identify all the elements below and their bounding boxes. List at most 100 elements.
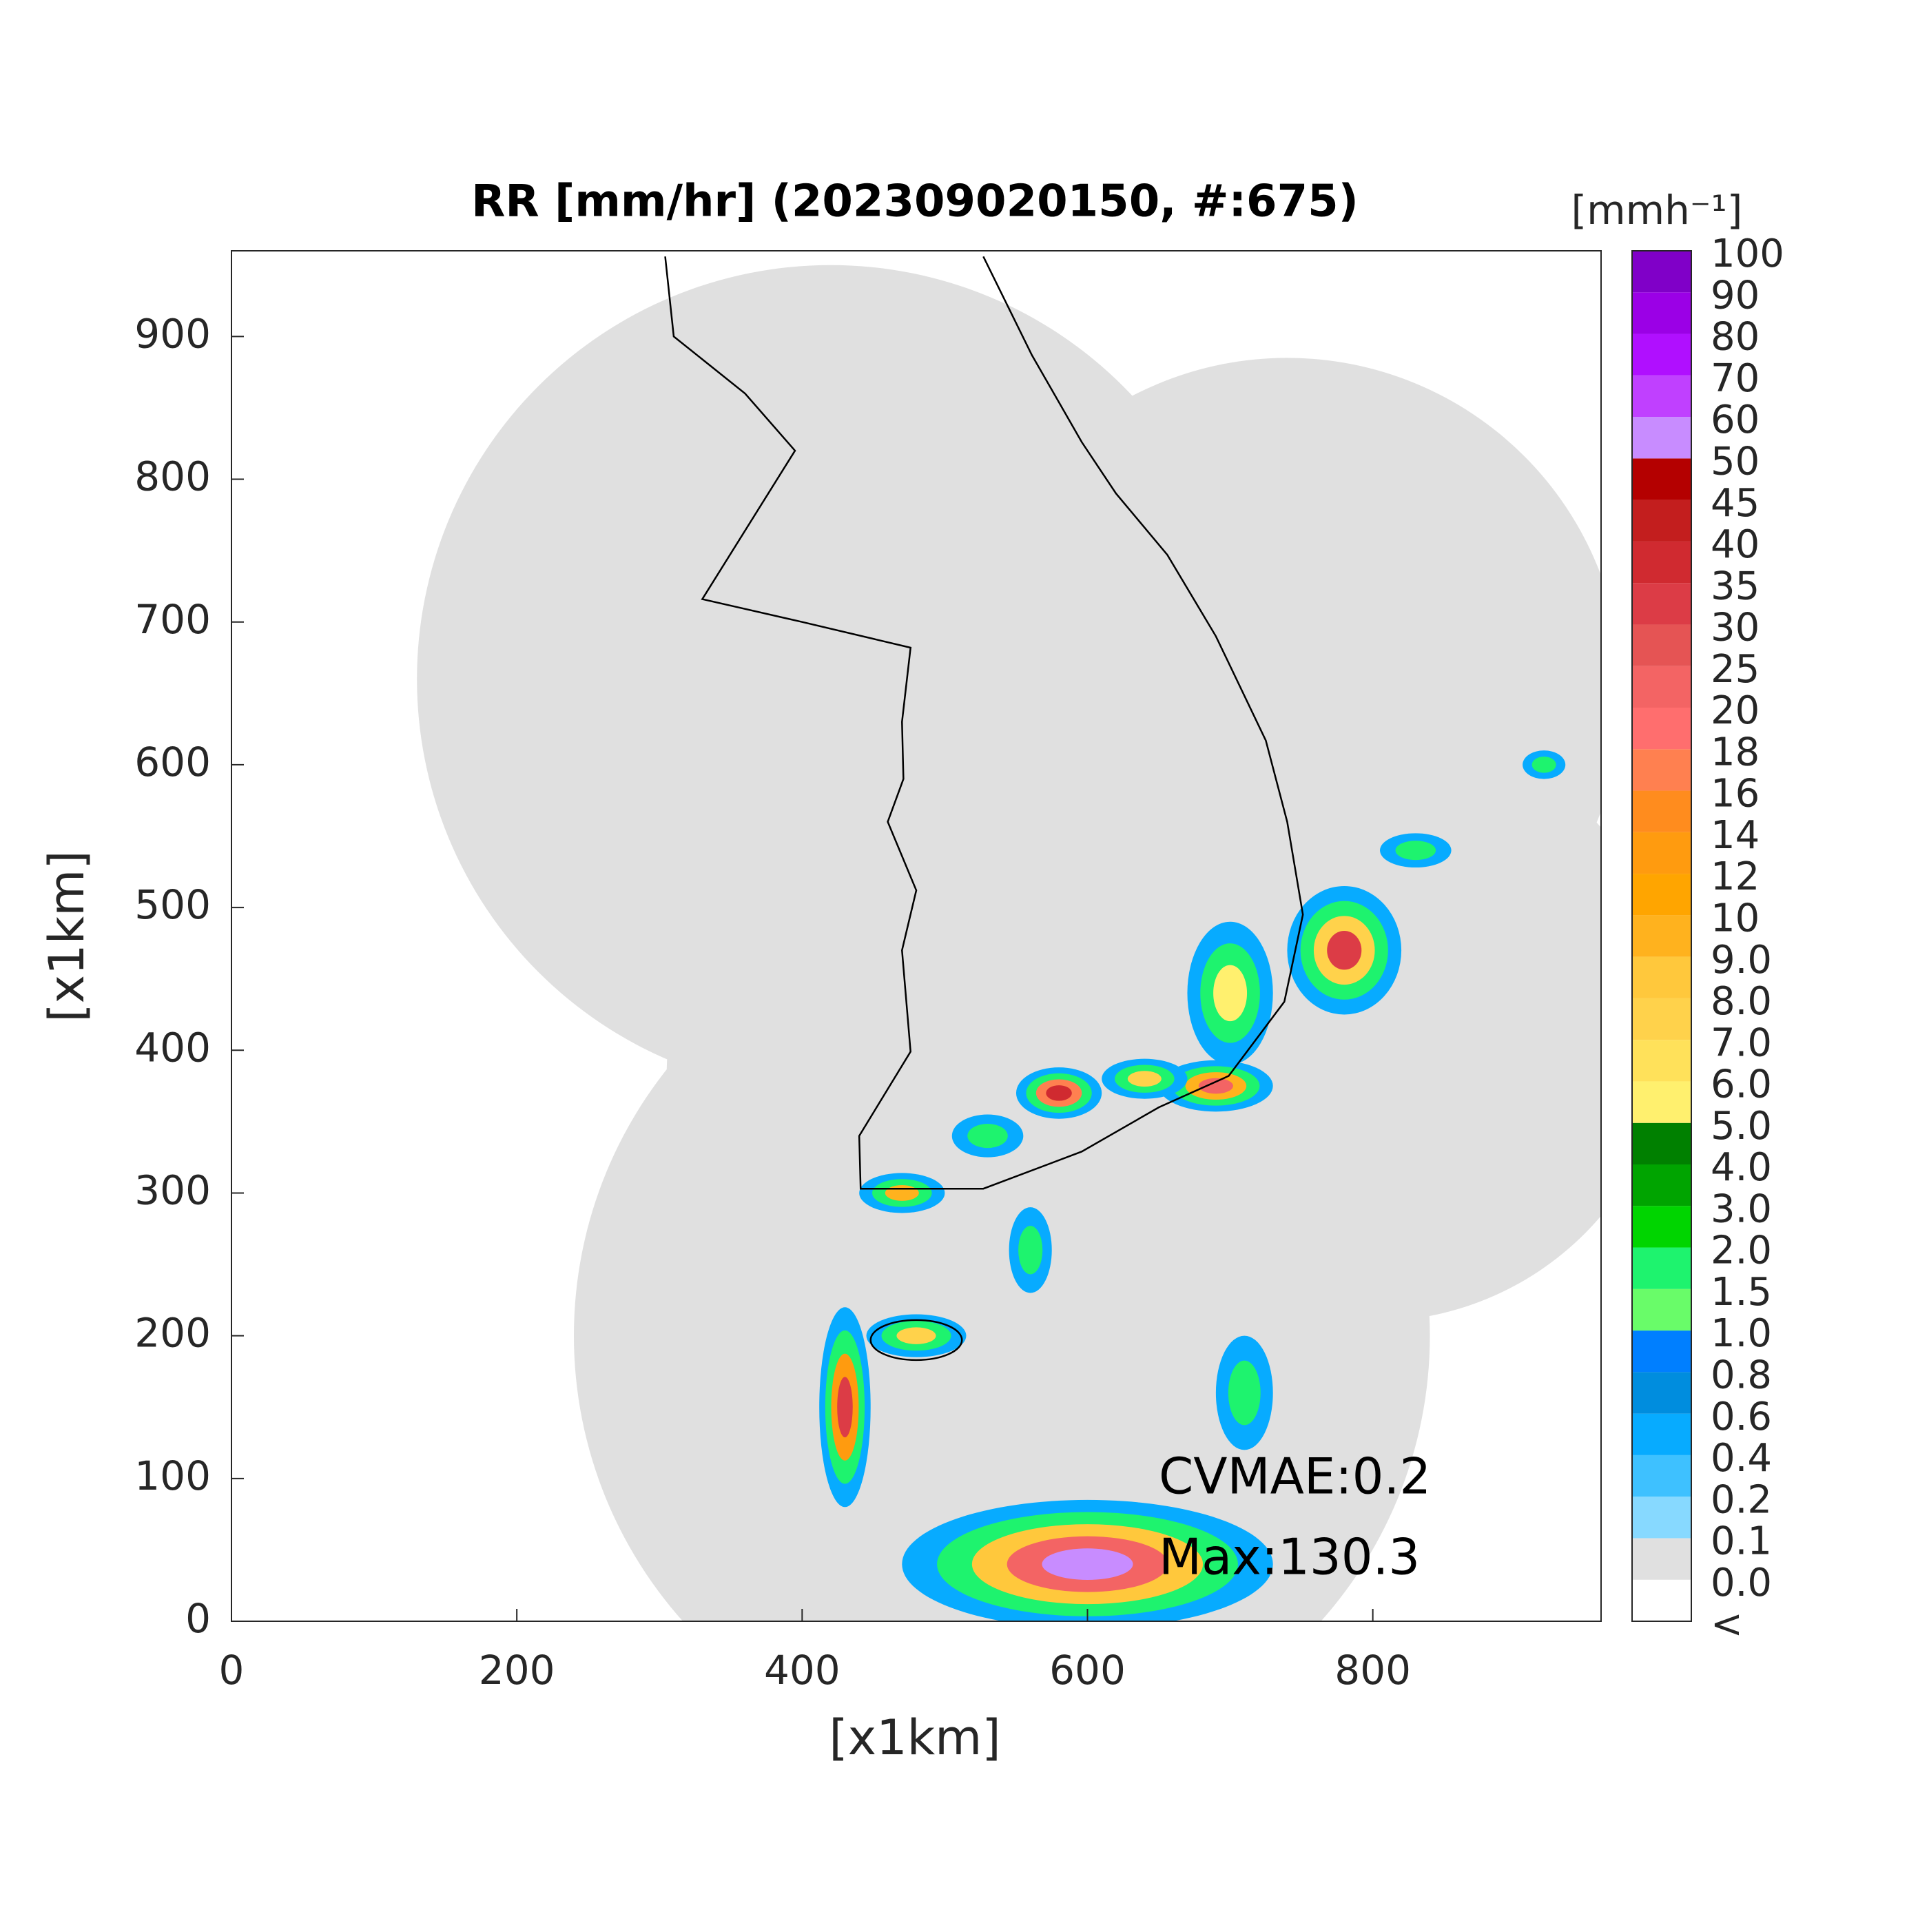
colorbar-segment xyxy=(1632,708,1691,750)
y-tick-label: 200 xyxy=(134,1310,211,1357)
x-tick-label: 400 xyxy=(764,1647,840,1694)
radar-coverage xyxy=(1073,721,1601,1322)
colorbar-segment xyxy=(1632,1330,1691,1373)
colorbar-segment xyxy=(1632,375,1691,418)
rain-cell xyxy=(896,1327,936,1344)
y-tick-label: 600 xyxy=(134,739,211,785)
y-tick-label: 800 xyxy=(134,453,211,500)
colorbar-segment xyxy=(1632,1579,1691,1621)
colorbar-label: 10 xyxy=(1711,896,1760,941)
colorbar-segment xyxy=(1632,1081,1691,1123)
colorbar-segment xyxy=(1632,832,1691,874)
y-tick-label: 300 xyxy=(134,1167,211,1214)
colorbar-segment xyxy=(1632,500,1691,542)
y-tick-label: 500 xyxy=(134,881,211,928)
x-tick-label: 800 xyxy=(1334,1647,1411,1694)
colorbar-segment xyxy=(1632,998,1691,1040)
colorbar-label: 6.0 xyxy=(1711,1062,1772,1107)
colorbar-segment xyxy=(1632,1164,1691,1206)
colorbar-label: 9.0 xyxy=(1711,938,1772,983)
colorbar-label: 18 xyxy=(1711,730,1760,774)
colorbar-label: 80 xyxy=(1711,315,1760,360)
colorbar-frame xyxy=(1631,250,1692,1622)
colorbar-segment xyxy=(1632,1455,1691,1497)
rain-cell xyxy=(837,1377,853,1438)
colorbar-label: 90 xyxy=(1711,273,1760,318)
y-tick-label: 400 xyxy=(134,1024,211,1071)
colorbar-segment xyxy=(1632,874,1691,916)
colorbar-segment xyxy=(1632,624,1691,666)
colorbar-segment xyxy=(1632,1372,1691,1414)
colorbar-unit: [mmh⁻¹] xyxy=(1571,187,1743,234)
colorbar-segment xyxy=(1632,1122,1691,1164)
colorbar-label: 8.0 xyxy=(1711,979,1772,1024)
colorbar-segment xyxy=(1632,251,1691,293)
colorbar-label: 20 xyxy=(1711,688,1760,733)
colorbar-segment xyxy=(1632,1247,1691,1289)
colorbar-label: 14 xyxy=(1711,813,1760,858)
colorbar-label: 45 xyxy=(1711,481,1760,526)
y-axis-label: [x1km] xyxy=(39,850,95,1022)
rain-cell xyxy=(1395,841,1436,861)
colorbar-segment xyxy=(1632,749,1691,791)
rain-cell xyxy=(1327,931,1362,970)
rain-cell xyxy=(1213,965,1248,1022)
rain-cell xyxy=(1228,1360,1261,1426)
colorbar-label: 70 xyxy=(1711,356,1760,401)
colorbar-label: 50 xyxy=(1711,440,1760,484)
colorbar-segment xyxy=(1632,333,1691,376)
colorbar-segment xyxy=(1632,1206,1691,1248)
colorbar-segment xyxy=(1632,583,1691,625)
rain-cell xyxy=(1127,1071,1162,1087)
y-tick-label: 100 xyxy=(134,1452,211,1499)
annotation: Max:130.3 xyxy=(1159,1528,1420,1586)
rain-cell xyxy=(967,1123,1008,1149)
colorbar-label: 35 xyxy=(1711,564,1760,608)
coastline xyxy=(664,256,1304,1190)
colorbar-segment xyxy=(1632,666,1691,708)
annotation: CVMAE:0.2 xyxy=(1159,1448,1431,1505)
colorbar-segment xyxy=(1632,1040,1691,1082)
x-axis-label: [x1km] xyxy=(829,1709,1000,1766)
x-tick-label: 600 xyxy=(1049,1647,1126,1694)
colorbar-segment xyxy=(1632,417,1691,459)
rain-cell xyxy=(1531,757,1556,773)
colorbar-label: < xyxy=(1711,1602,1743,1647)
colorbar-label: 16 xyxy=(1711,772,1760,816)
colorbar-segment xyxy=(1632,458,1691,500)
colorbar-label: 3.0 xyxy=(1711,1186,1772,1231)
y-tick-label: 900 xyxy=(134,310,211,357)
x-tick-label: 200 xyxy=(479,1647,555,1694)
colorbar-segment xyxy=(1632,915,1691,957)
colorbar-label: 25 xyxy=(1711,647,1760,692)
colorbar-label: 1.0 xyxy=(1711,1311,1772,1356)
colorbar-label: 0.6 xyxy=(1711,1395,1772,1439)
colorbar-label: 0.2 xyxy=(1711,1477,1772,1522)
colorbar-label: 100 xyxy=(1711,232,1784,276)
colorbar-label: 0.8 xyxy=(1711,1353,1772,1398)
colorbar-label: 5.0 xyxy=(1711,1104,1772,1149)
colorbar-segment xyxy=(1632,956,1691,998)
colorbar-label: 0.0 xyxy=(1711,1561,1772,1605)
colorbar-label: 4.0 xyxy=(1711,1145,1772,1190)
colorbar-label: 0.1 xyxy=(1711,1519,1772,1564)
colorbar-label: 12 xyxy=(1711,854,1760,899)
colorbar-label: 30 xyxy=(1711,606,1760,650)
map xyxy=(417,256,1601,1621)
rain-cell xyxy=(1198,1078,1233,1094)
colorbar-label: 2.0 xyxy=(1711,1229,1772,1273)
colorbar-segment xyxy=(1632,790,1691,832)
colorbar-segment xyxy=(1632,1413,1691,1455)
chart-title: RR [mm/hr] (202309020150, #:675) xyxy=(471,176,1359,227)
colorbar-label: 60 xyxy=(1711,398,1760,442)
island-outline xyxy=(869,1319,963,1361)
rain-cell xyxy=(885,1185,919,1201)
colorbar-segment xyxy=(1632,292,1691,334)
y-tick-label: 0 xyxy=(185,1595,211,1642)
colorbar-segment xyxy=(1632,541,1691,584)
y-tick-label: 700 xyxy=(134,596,211,643)
rain-cell xyxy=(1046,1085,1072,1101)
colorbar-segment xyxy=(1632,1538,1691,1580)
